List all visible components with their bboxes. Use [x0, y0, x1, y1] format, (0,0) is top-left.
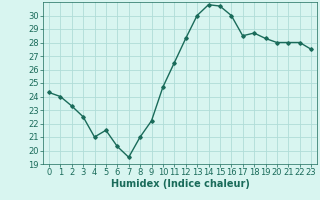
X-axis label: Humidex (Indice chaleur): Humidex (Indice chaleur): [111, 179, 249, 189]
